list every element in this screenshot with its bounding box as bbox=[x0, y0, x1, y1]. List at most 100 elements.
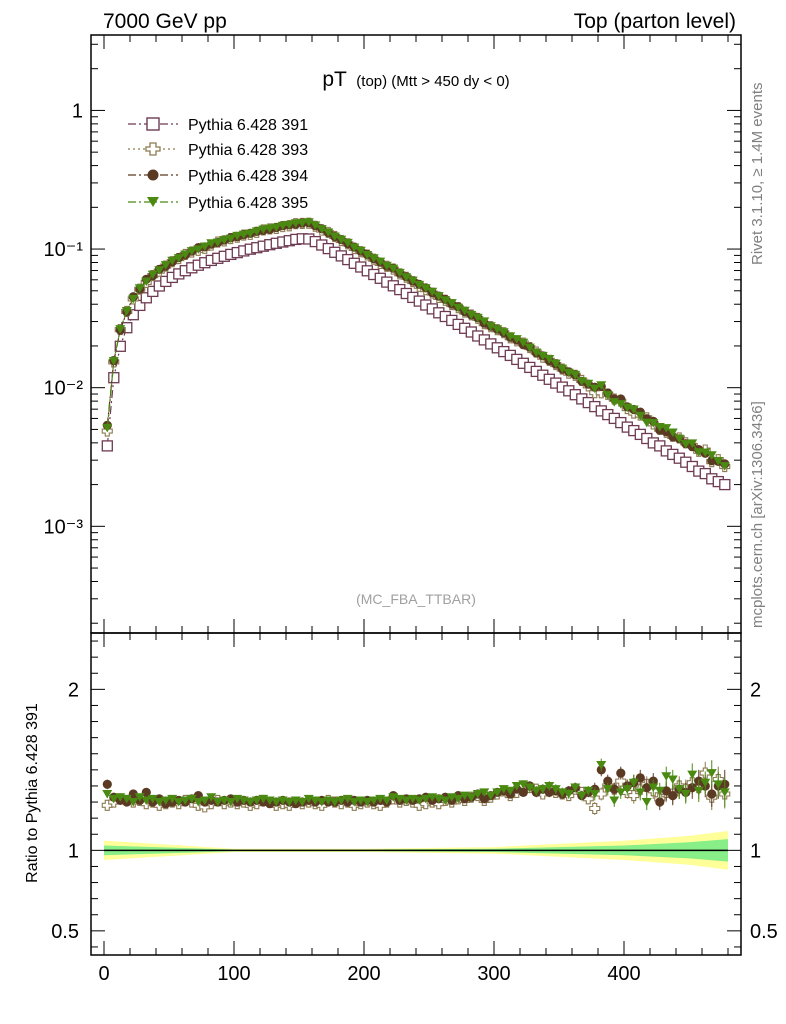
ratio-point-395 bbox=[544, 781, 555, 791]
point-391 bbox=[140, 292, 152, 304]
point-395 bbox=[245, 229, 256, 238]
ratio-point-395 bbox=[518, 780, 529, 789]
ratio-point-395 bbox=[102, 790, 113, 799]
ratio-point-394 bbox=[655, 797, 665, 807]
ratio-points bbox=[101, 758, 731, 815]
ratio-point-395 bbox=[479, 788, 490, 797]
ratio-point-395 bbox=[596, 761, 607, 770]
ratio-point-395 bbox=[615, 788, 626, 797]
ratio-point-395 bbox=[128, 798, 139, 807]
plot-title: pT (top) (Mtt > 450 dy < 0) bbox=[322, 68, 509, 91]
analysis-watermark: (MC_FBA_TTBAR) bbox=[356, 591, 476, 607]
ratio-point-395 bbox=[570, 783, 581, 793]
ratio-point-394 bbox=[668, 791, 678, 801]
ratio-point-395 bbox=[225, 798, 236, 807]
point-395 bbox=[433, 292, 444, 301]
point-395 bbox=[407, 276, 418, 286]
ratio-point-394 bbox=[616, 768, 626, 778]
ratio-point-395 bbox=[173, 798, 184, 807]
ratio-point-394 bbox=[102, 779, 112, 789]
legend-entry-394: Pythia 6.428 394 bbox=[128, 168, 308, 185]
point-395 bbox=[485, 322, 496, 331]
point-395 bbox=[264, 224, 275, 233]
ratio-frame bbox=[90, 632, 742, 956]
point-395 bbox=[589, 384, 600, 394]
ratio-point-395 bbox=[199, 796, 210, 805]
point-395 bbox=[219, 236, 230, 245]
point-395 bbox=[641, 418, 652, 428]
ratio-point-395 bbox=[680, 790, 691, 799]
ratio-point-394 bbox=[141, 787, 151, 798]
point-395 bbox=[570, 370, 581, 380]
point-395 bbox=[505, 332, 516, 341]
legend-entry-391: Pythia 6.428 391 bbox=[128, 117, 308, 134]
point-395 bbox=[173, 254, 184, 263]
main-curves bbox=[101, 217, 731, 491]
ratio-point-395 bbox=[251, 796, 262, 805]
point-395 bbox=[446, 299, 457, 308]
ratio-point-395 bbox=[245, 798, 256, 807]
point-395 bbox=[251, 227, 262, 236]
point-395 bbox=[583, 379, 594, 389]
ratio-point-395 bbox=[349, 798, 360, 807]
point-395 bbox=[648, 419, 659, 428]
x-tick-label: 100 bbox=[217, 963, 250, 985]
ratio-y-tick-label-left: 2 bbox=[68, 679, 79, 701]
point-395 bbox=[297, 218, 308, 228]
ratio-point-395 bbox=[381, 796, 392, 805]
ratio-point-394 bbox=[603, 776, 613, 786]
point-395 bbox=[563, 368, 574, 378]
main-y-tick-label: 10⁻² bbox=[44, 378, 84, 400]
ratio-point-395 bbox=[193, 798, 204, 807]
series-395 bbox=[102, 218, 730, 471]
ratio-point-395 bbox=[687, 770, 698, 780]
point-395 bbox=[212, 238, 223, 247]
point-395 bbox=[693, 448, 704, 457]
main-ticks bbox=[91, 35, 741, 633]
point-391 bbox=[114, 340, 126, 352]
series-line-391 bbox=[106, 238, 726, 486]
ratio-point-394 bbox=[661, 786, 671, 796]
ratio-point-395 bbox=[206, 793, 217, 802]
ratio-point-395 bbox=[531, 786, 542, 796]
point-395 bbox=[193, 245, 204, 254]
ratio-point-395 bbox=[336, 796, 347, 805]
point-395 bbox=[375, 257, 386, 267]
ratio-y-axis-label: Ratio to Pythia 6.428 391 bbox=[24, 703, 41, 883]
point-391 bbox=[134, 299, 146, 312]
legend-marker-393 bbox=[145, 142, 161, 156]
ratio-point-395 bbox=[329, 798, 340, 807]
ratio-point-395 bbox=[362, 798, 373, 807]
legend-marker-395 bbox=[147, 197, 159, 207]
legend-marker-394 bbox=[147, 169, 159, 181]
ratio-point-395 bbox=[466, 793, 477, 802]
point-395 bbox=[368, 254, 379, 263]
ratio-point-393 bbox=[589, 802, 601, 815]
point-395 bbox=[661, 424, 672, 433]
point-395 bbox=[674, 434, 685, 444]
point-395 bbox=[401, 273, 412, 282]
ratio-point-395 bbox=[693, 786, 704, 796]
main-y-tick-label: 1 bbox=[72, 100, 83, 122]
point-395 bbox=[381, 261, 392, 271]
x-tick-label: 200 bbox=[347, 963, 380, 985]
process-label: Top (parton level) bbox=[574, 10, 736, 33]
point-395 bbox=[303, 218, 314, 227]
point-395 bbox=[576, 377, 587, 386]
legend-label-391: Pythia 6.428 391 bbox=[188, 117, 308, 134]
ratio-point-395 bbox=[440, 796, 451, 805]
ratio-point-395 bbox=[420, 794, 431, 804]
ratio-point-394 bbox=[609, 784, 619, 794]
point-395 bbox=[180, 250, 191, 259]
point-395 bbox=[635, 411, 646, 421]
ratio-point-395 bbox=[167, 794, 178, 804]
legend: Pythia 6.428 391 Pythia 6.428 393 Pythia… bbox=[128, 117, 308, 212]
ratio-point-395 bbox=[154, 798, 165, 807]
ratio-series-393 bbox=[101, 761, 731, 815]
ratio-point-395 bbox=[453, 794, 464, 804]
ratio-point-395 bbox=[297, 798, 308, 807]
x-tick-label: 300 bbox=[477, 963, 510, 985]
ratio-point-395 bbox=[368, 796, 379, 805]
ratio-y-tick-label-right: 1 bbox=[750, 840, 761, 862]
